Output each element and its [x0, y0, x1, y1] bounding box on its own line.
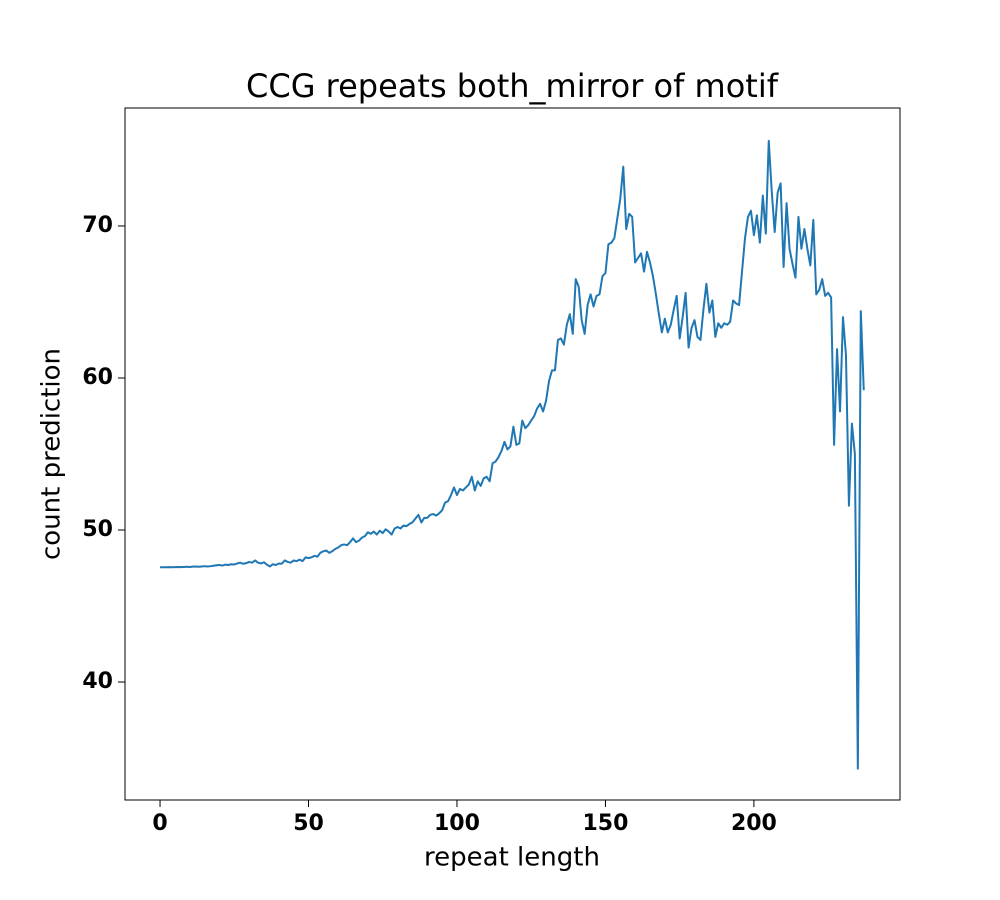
x-tick-label: 0 [152, 811, 167, 836]
y-tick-label: 60 [82, 365, 113, 390]
x-tick-label: 150 [582, 811, 628, 836]
x-axis-label: repeat length [424, 843, 600, 873]
y-axis-label: count prediction [37, 348, 67, 560]
data-line [160, 139, 865, 770]
x-tick-label: 50 [293, 811, 324, 836]
chart-title: CCG repeats both_mirror of motif [246, 67, 779, 105]
y-tick-label: 70 [82, 213, 113, 238]
x-tick-label: 100 [434, 811, 480, 836]
y-tick-label: 50 [82, 517, 113, 542]
x-tick-label: 200 [731, 811, 777, 836]
y-tick-label: 40 [82, 669, 113, 694]
plot-frame [124, 107, 901, 801]
